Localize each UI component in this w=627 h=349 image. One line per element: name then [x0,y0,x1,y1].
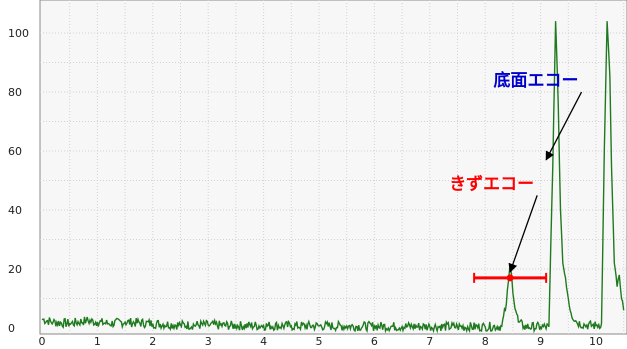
y-tick-label: 80 [8,86,22,99]
x-tick-label: 7 [426,335,433,348]
x-tick-label: 2 [149,335,156,348]
error-bar [473,272,548,283]
annotation-arrow-1 [508,195,538,273]
annotation-arrow-0 [545,91,583,161]
x-tick-label: 5 [316,335,323,348]
x-tick-label: 4 [260,335,267,348]
y-tick-label: 20 [8,263,22,276]
x-tick-label: 8 [482,335,489,348]
y-tick-label: 40 [8,204,22,217]
x-tick-label: 10 [589,335,603,348]
x-tick-label: 1 [94,335,101,348]
signal-series-line [41,21,625,334]
y-tick-label: 60 [8,145,22,158]
error-bar-center-marker [506,274,514,282]
y-tick-label: 0 [8,322,15,335]
x-tick-label: 0 [39,335,46,348]
annotation-label-1: きずエコー [449,174,534,194]
x-tick-label: 6 [371,335,378,348]
y-tick-label: 100 [8,27,29,40]
grid [40,0,627,334]
annotation-label-0: 底面エコー [494,70,579,91]
plot-background [39,0,627,335]
x-tick-label: 9 [537,335,544,348]
x-tick-label: 3 [205,335,212,348]
